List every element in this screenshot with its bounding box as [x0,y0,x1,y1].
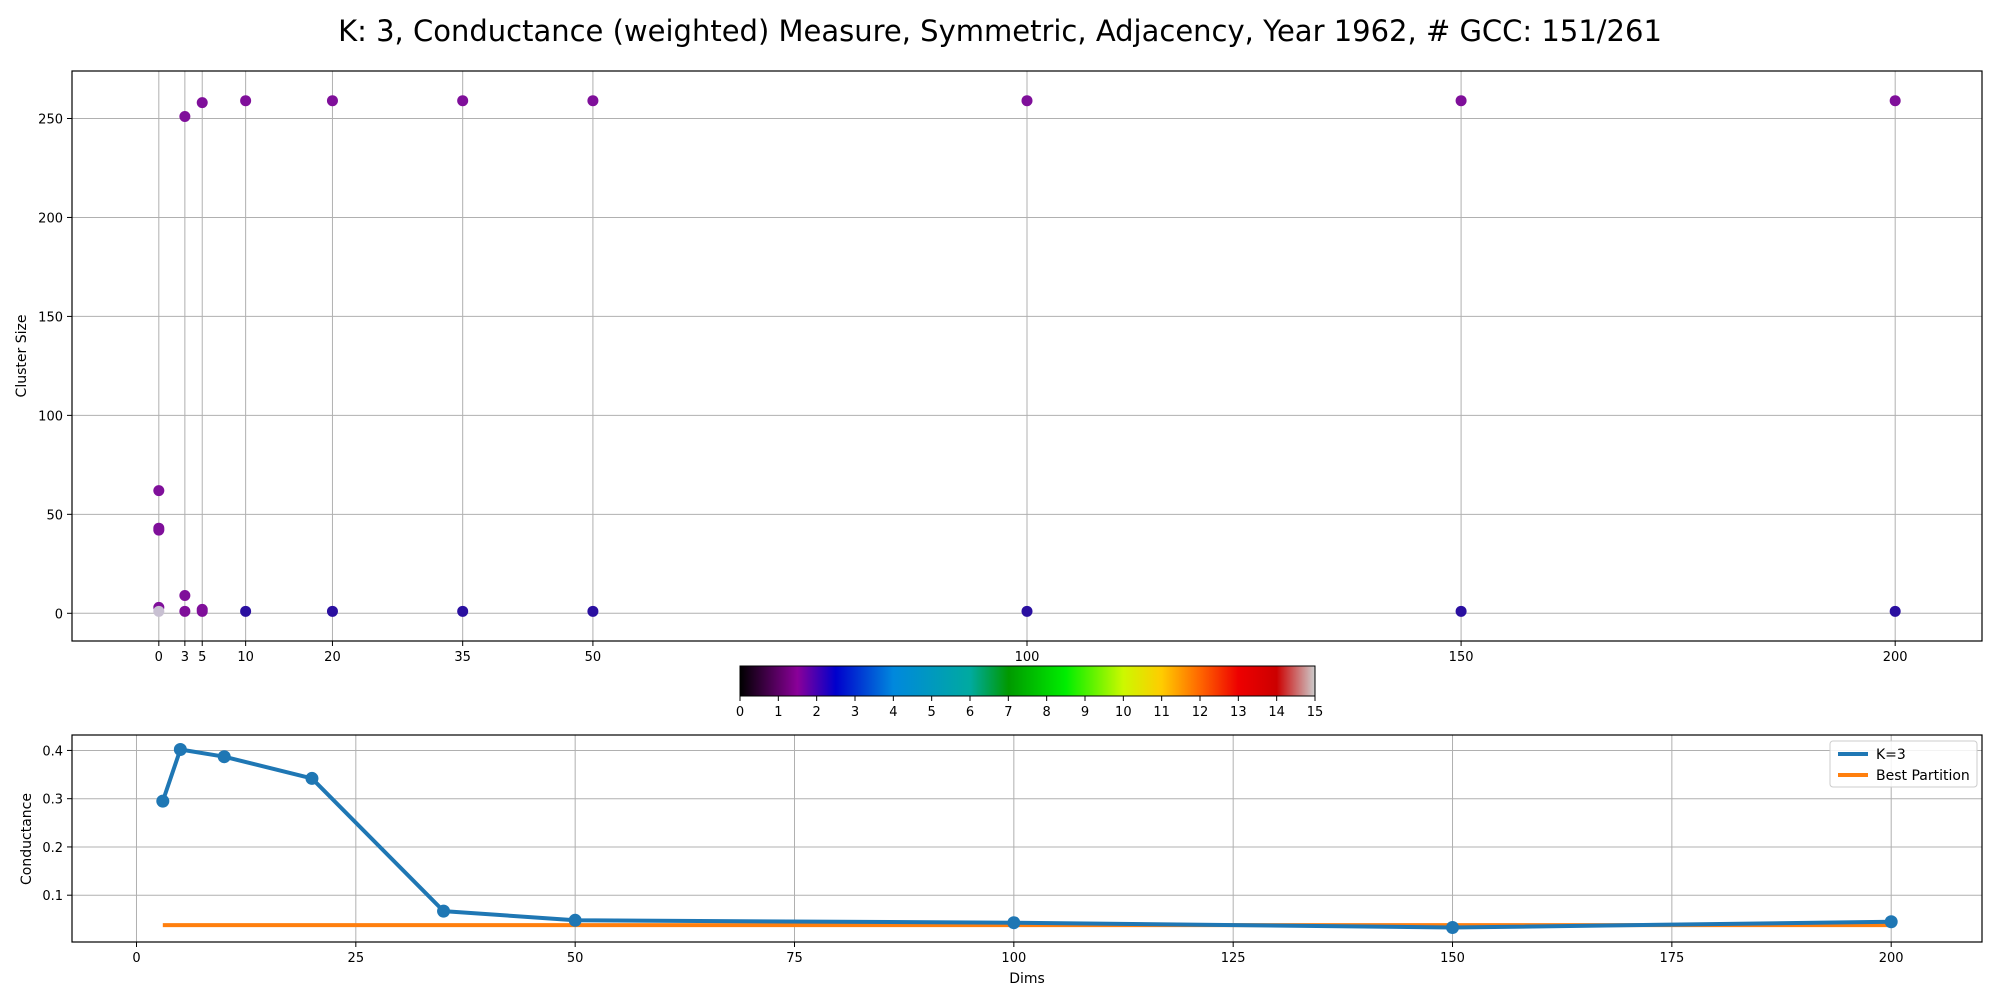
scatter-point [1021,605,1033,617]
series-marker [1007,916,1021,930]
colorbar-tick-label: 3 [851,705,859,720]
line-x-tick-label: 200 [1879,951,1904,966]
series-marker [305,771,319,785]
colorbar-tick-label: 8 [1043,705,1051,720]
scatter-x-tick-label: 150 [1449,650,1474,665]
scatter-x-tick-label: 10 [237,650,254,665]
scatter-point [1889,95,1901,107]
legend-label-best-partition: Best Partition [1876,768,1970,784]
scatter-y-ticks: 0 50 100 150 200 250 [38,113,72,622]
scatter-y-axis-label: Cluster Size [14,315,30,398]
line-x-tick-label: 75 [786,951,803,966]
series-marker [1446,921,1460,935]
colorbar-tick-label: 4 [889,705,897,720]
scatter-y-tick-label: 250 [38,113,63,128]
colorbar-tick-label: 6 [966,705,974,720]
line-x-ticks: 0 25 50 75 100 125 150 175 200 [132,942,1904,966]
line-series [156,742,1898,935]
scatter-points [153,95,1901,617]
scatter-grid [72,71,1982,641]
series-line [160,747,1892,930]
colorbar-ticks: 0 1 2 3 4 5 6 7 8 9 10 11 12 13 14 15 [736,696,1323,720]
line-x-axis-label: Dims [1009,971,1045,987]
scatter-point [1889,605,1901,617]
scatter-point [240,605,252,617]
figure-title: K: 3, Conductance (weighted) Measure, Sy… [338,14,1662,48]
legend-label-k3: K=3 [1876,747,1906,763]
scatter-point [326,605,338,617]
scatter-x-tick-label: 20 [324,650,341,665]
scatter-point [196,605,208,617]
scatter-point [1455,605,1467,617]
scatter-x-tick-label: 3 [181,650,189,665]
scatter-y-tick-label: 200 [38,211,63,226]
scatter-y-tick-label: 100 [38,409,63,424]
colorbar-tick-label: 14 [1268,705,1285,720]
colorbar-tick-label: 10 [1115,705,1132,720]
line-y-ticks: 0.1 0.2 0.3 0.4 [42,744,72,904]
scatter-point [1021,95,1033,107]
line-y-tick-label: 0.4 [42,744,63,759]
cluster-size-scatter-panel: 0 3 5 10 20 35 50 100 150 200 0 50 100 150 200 250 Clu… [14,70,1983,665]
line-x-tick-label: 50 [567,951,584,966]
conductance-line-panel: 0 25 50 75 100 125 150 175 200 0.1 0.2 0.3 0.4 Dims… [19,734,1983,987]
scatter-point [457,95,469,107]
scatter-point [153,524,165,536]
series-marker [173,742,187,756]
colorbar-tick-label: 11 [1153,705,1170,720]
line-y-axis-label: Conductance [19,793,35,885]
scatter-point [240,95,252,107]
scatter-x-tick-label: 100 [1015,650,1040,665]
scatter-x-tick-label: 200 [1883,650,1908,665]
line-x-tick-label: 150 [1440,951,1465,966]
scatter-point [179,605,191,617]
series-marker [217,750,231,764]
scatter-x-tick-label: 0 [155,650,163,665]
colorbar-tick-label: 1 [774,705,782,720]
scatter-point [196,97,208,109]
colorbar-tick-label: 13 [1230,705,1247,720]
colorbar-tick-label: 9 [1081,705,1089,720]
line-x-tick-label: 100 [1001,951,1026,966]
colorbar-tick-label: 15 [1307,705,1324,720]
scatter-x-tick-label: 5 [198,650,206,665]
scatter-point [179,111,191,123]
series-marker [156,794,170,808]
legend: K=3 Best Partition [1829,740,1978,788]
line-x-tick-label: 25 [348,951,365,966]
line-x-tick-label: 175 [1659,951,1684,966]
colorbar-gradient [739,665,1316,697]
scatter-x-ticks: 0 3 5 10 20 35 50 100 150 200 [155,641,1908,665]
scatter-x-tick-label: 35 [454,650,471,665]
series-marker [568,913,582,927]
scatter-point [1455,95,1467,107]
colorbar-tick-label: 0 [736,705,744,720]
scatter-point [153,605,165,617]
line-x-tick-label: 125 [1221,951,1246,966]
scatter-point [457,605,469,617]
line-x-tick-label: 0 [132,951,140,966]
line-y-tick-label: 0.1 [42,889,63,904]
line-grid [72,735,1982,942]
scatter-point [326,95,338,107]
colorbar: 0 1 2 3 4 5 6 7 8 9 10 11 12 13 14 15 [736,665,1323,720]
scatter-point [153,485,165,497]
scatter-y-tick-label: 50 [46,508,63,523]
line-axes-frame [71,734,1983,943]
series-marker [1884,915,1898,929]
colorbar-tick-label: 12 [1192,705,1209,720]
scatter-x-tick-label: 50 [585,650,602,665]
line-y-tick-label: 0.3 [42,793,63,808]
colorbar-tick-label: 5 [928,705,936,720]
line-y-tick-label: 0.2 [42,841,63,856]
series-marker [437,904,451,918]
scatter-y-tick-label: 0 [55,607,63,622]
scatter-point [587,95,599,107]
scatter-y-tick-label: 150 [38,310,63,325]
colorbar-tick-label: 2 [813,705,821,720]
scatter-point [587,605,599,617]
scatter-point [179,589,191,601]
colorbar-tick-label: 7 [1004,705,1012,720]
